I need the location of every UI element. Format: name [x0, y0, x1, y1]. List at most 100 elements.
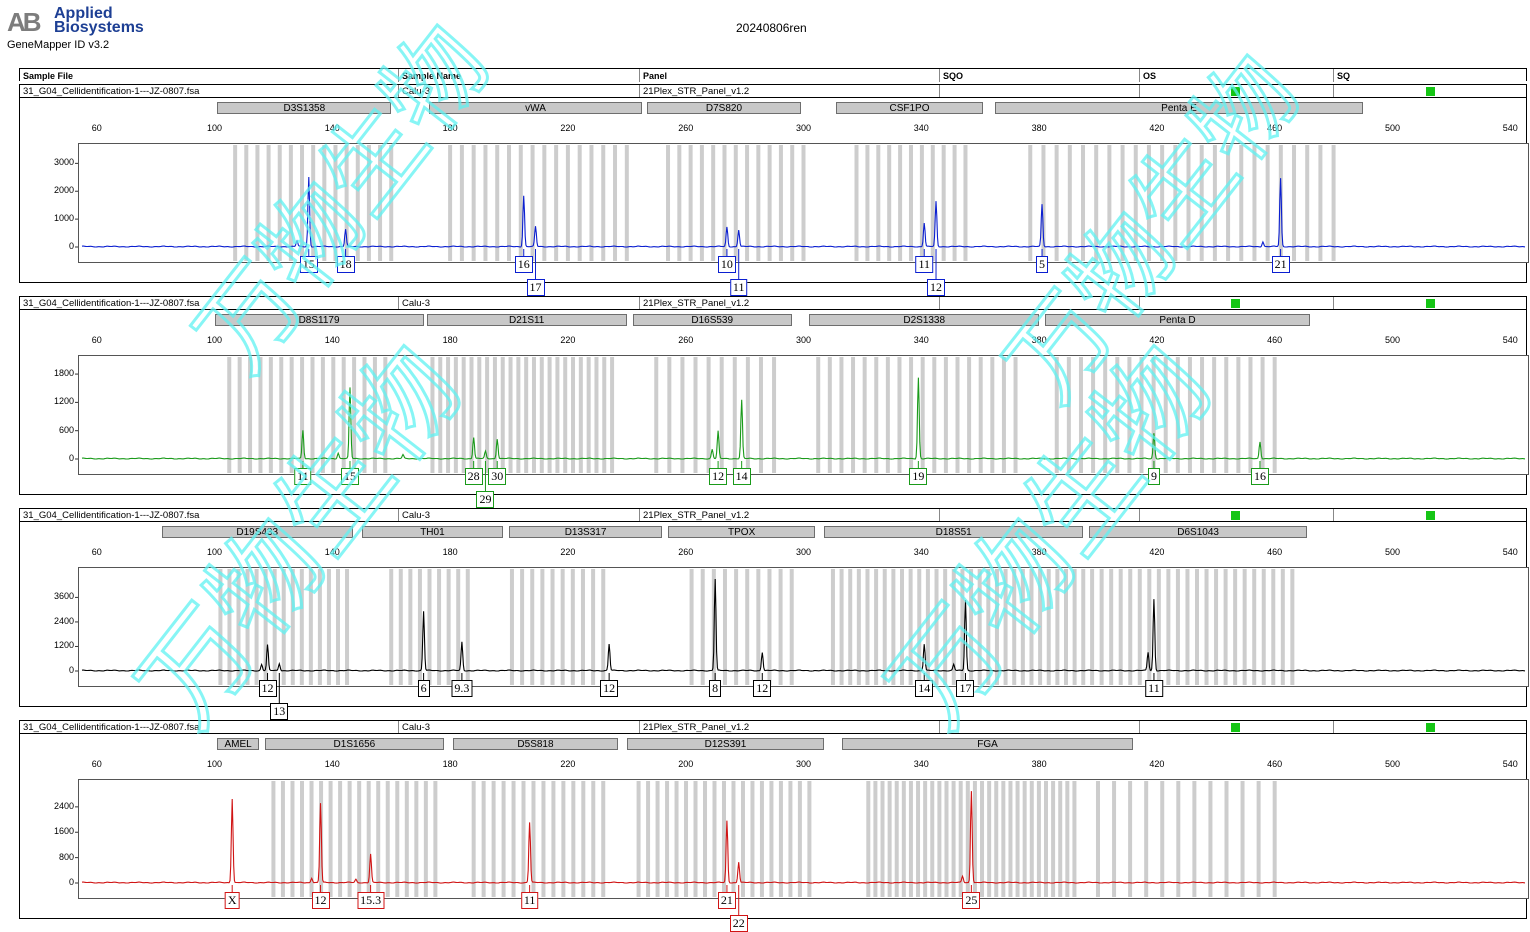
allele-label[interactable]: 17 — [526, 279, 545, 296]
locus-amel[interactable]: AMEL — [217, 738, 259, 750]
allele-label[interactable]: 21 — [1271, 256, 1290, 273]
allele-bin — [408, 569, 413, 685]
locus-csf1po[interactable]: CSF1PO — [835, 102, 984, 114]
allele-label[interactable]: 13 — [270, 703, 289, 720]
locus-d5s818[interactable]: D5S818 — [453, 738, 618, 750]
allele-label[interactable]: 5 — [1036, 256, 1049, 273]
locus-d2s1338[interactable]: D2S1338 — [809, 314, 1040, 326]
allele-label[interactable]: 12 — [600, 680, 619, 697]
sq-quality-flag[interactable] — [1426, 299, 1435, 308]
sample-info-row[interactable]: 31_G04_Cellidentification-1---JZ-0807.fs… — [20, 721, 1526, 734]
allele-label[interactable]: 30 — [488, 468, 507, 485]
allele-label[interactable]: 9 — [1147, 468, 1160, 485]
col-sample-file[interactable]: Sample File — [23, 71, 74, 81]
locus-th01[interactable]: TH01 — [361, 526, 504, 538]
locus-d21s11[interactable]: D21S11 — [426, 314, 627, 326]
locus-fga[interactable]: FGA — [841, 738, 1134, 750]
locus-d16s539[interactable]: D16S539 — [632, 314, 792, 326]
allele-label[interactable]: 12 — [311, 892, 330, 909]
allele-label[interactable]: 19 — [909, 468, 928, 485]
allele-bin — [244, 145, 249, 261]
allele-bin — [1115, 357, 1120, 473]
locus-d1s1656[interactable]: D1S1656 — [264, 738, 445, 750]
allele-bin — [887, 781, 892, 897]
locus-d19s433[interactable]: D19S433 — [161, 526, 353, 538]
allele-label[interactable]: 10 — [717, 256, 736, 273]
x-tick-label: 180 — [442, 759, 458, 769]
x-tick-label: 460 — [1267, 759, 1283, 769]
col-sample-name[interactable]: Sample Name — [398, 69, 639, 82]
os-quality-flag[interactable] — [1231, 87, 1240, 96]
allele-bin — [816, 357, 821, 473]
allele-label[interactable]: 18 — [336, 256, 355, 273]
allele-label[interactable]: 14 — [732, 468, 751, 485]
sample-info-row[interactable]: 31_G04_Cellidentification-1---JZ-0807.fs… — [20, 509, 1526, 522]
sq-quality-flag[interactable] — [1426, 87, 1435, 96]
allele-bin — [1001, 357, 1006, 473]
locus-d6s1043[interactable]: D6S1043 — [1089, 526, 1308, 538]
allele-label[interactable]: 11 — [915, 256, 934, 273]
allele-bin — [1260, 357, 1265, 473]
allele-bin — [477, 357, 482, 473]
allele-label[interactable]: 16 — [514, 256, 533, 273]
allele-label[interactable]: 15.3 — [357, 892, 385, 909]
allele-bin — [898, 145, 903, 261]
allele-label[interactable]: 8 — [709, 680, 722, 697]
locus-d13s317[interactable]: D13S317 — [509, 526, 663, 538]
allele-label[interactable]: 12 — [927, 279, 946, 296]
allele-label[interactable]: 12 — [753, 680, 772, 697]
allele-label[interactable]: 28 — [464, 468, 483, 485]
allele-label[interactable]: 12 — [258, 680, 277, 697]
sq-quality-flag[interactable] — [1426, 511, 1435, 520]
allele-bin — [1133, 145, 1138, 261]
os-quality-flag[interactable] — [1231, 299, 1240, 308]
allele-label[interactable]: 11 — [729, 279, 748, 296]
allele-bin — [880, 781, 885, 897]
locus-vwa[interactable]: vWA — [429, 102, 642, 114]
allele-label[interactable]: 21 — [717, 892, 736, 909]
allele-bin — [471, 145, 476, 261]
allele-label[interactable]: 12 — [709, 468, 728, 485]
allele-bin — [547, 357, 552, 473]
allele-label[interactable]: 17 — [956, 680, 975, 697]
col-os[interactable]: OS — [1139, 69, 1333, 82]
allele-label[interactable]: 15 — [299, 256, 318, 273]
allele-bin — [1095, 781, 1100, 897]
col-panel[interactable]: Panel — [639, 69, 939, 82]
plot-area[interactable] — [78, 355, 1529, 475]
allele-bin — [1192, 781, 1197, 897]
os-quality-flag[interactable] — [1231, 723, 1240, 732]
allele-bin — [577, 145, 582, 261]
allele-label[interactable]: 14 — [915, 680, 934, 697]
allele-label[interactable]: 16 — [1250, 468, 1269, 485]
col-sq[interactable]: SQ — [1333, 69, 1528, 82]
sq-quality-flag[interactable] — [1426, 723, 1435, 732]
allele-label[interactable]: 9.3 — [451, 680, 473, 697]
x-tick-label: 300 — [795, 759, 812, 769]
sample-info-row[interactable]: 31_G04_Cellidentification-1---JZ-0807.fs… — [20, 297, 1526, 310]
allele-bin — [1194, 569, 1199, 685]
allele-label[interactable]: 29 — [476, 491, 495, 508]
locus-penta-e[interactable]: Penta E — [994, 102, 1364, 114]
allele-label[interactable]: 15 — [340, 468, 359, 485]
locus-tpox[interactable]: TPOX — [668, 526, 816, 538]
allele-label[interactable]: X — [224, 892, 240, 909]
allele-label[interactable]: 6 — [417, 680, 430, 697]
locus-d7s820[interactable]: D7S820 — [647, 102, 801, 114]
locus-d18s51[interactable]: D18S51 — [824, 526, 1084, 538]
os-quality-flag[interactable] — [1231, 511, 1240, 520]
allele-label[interactable]: 25 — [962, 892, 981, 909]
locus-d3s1358[interactable]: D3S1358 — [217, 102, 392, 114]
allele-bin — [317, 569, 322, 685]
allele-label[interactable]: 11 — [520, 892, 539, 909]
sample-info-row[interactable]: 31_G04_Cellidentification-1---JZ-0807.fs… — [20, 85, 1526, 98]
col-sqo[interactable]: SQO — [939, 69, 1139, 82]
x-tick-label: 260 — [678, 547, 694, 557]
allele-label[interactable]: 11 — [294, 468, 312, 485]
allele-label[interactable]: 11 — [1145, 680, 1163, 697]
allele-bin — [589, 145, 594, 261]
locus-penta-d[interactable]: Penta D — [1044, 314, 1310, 326]
locus-d12s391[interactable]: D12S391 — [626, 738, 825, 750]
allele-bin — [778, 145, 783, 261]
locus-d8s1179[interactable]: D8S1179 — [214, 314, 424, 326]
